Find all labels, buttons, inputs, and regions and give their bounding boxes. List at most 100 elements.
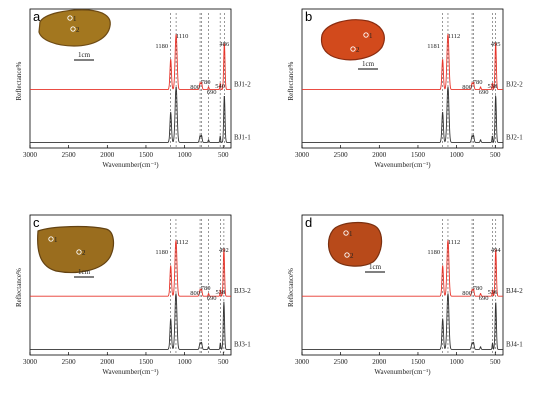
sample-spot <box>48 236 54 242</box>
stone-photo: 12 <box>327 221 383 267</box>
x-tick-label: 1500 <box>411 358 426 366</box>
peak-label: 800 <box>190 290 200 297</box>
y-axis-label: Reflectance% <box>15 61 23 100</box>
y-axis-label: Reflectance% <box>15 268 23 307</box>
peak-label: 780 <box>473 79 483 86</box>
spot-label: 2 <box>82 249 86 257</box>
x-axis-label: Wavenumber(cm⁻¹) <box>374 161 431 169</box>
scale-bar-label: 1cm <box>369 263 382 271</box>
x-tick-label: 3000 <box>23 151 38 159</box>
x-tick-label: 500 <box>490 151 501 159</box>
x-tick-label: 1000 <box>178 358 193 366</box>
stone-shape <box>320 19 385 61</box>
y-axis-label: Reflectance% <box>287 268 295 307</box>
peak-label: 1180 <box>427 249 440 256</box>
peak-label: 538 <box>215 289 225 296</box>
spot-label: 1 <box>349 230 353 238</box>
peak-label: 1181 <box>427 43 440 50</box>
x-tick-label: 3000 <box>295 358 310 366</box>
spot-label: 2 <box>350 252 354 260</box>
peak-label: 690 <box>207 295 217 302</box>
x-tick-label: 1500 <box>139 358 154 366</box>
stone-photo: 12 <box>38 9 111 47</box>
peak-label: 1180 <box>155 249 168 256</box>
peak-label: 536 <box>488 289 499 296</box>
peak-label: 494 <box>491 247 502 254</box>
series-label: BJ1-2 <box>234 81 251 89</box>
peak-label: 540 <box>215 83 225 90</box>
stone-photo: 12 <box>37 225 115 274</box>
spot-label: 1 <box>54 236 58 244</box>
peak-label: 486 <box>219 41 230 48</box>
sample-spot <box>350 46 356 52</box>
peak-label: 690 <box>479 295 489 302</box>
stone-photo: 12 <box>320 19 385 61</box>
x-tick-label: 1500 <box>411 151 426 159</box>
peak-label: 492 <box>219 247 229 254</box>
peak-label: 1112 <box>448 239 461 246</box>
spot-label: 2 <box>356 46 360 54</box>
x-tick-label: 1000 <box>450 151 465 159</box>
series-line-BJ4-1 <box>302 293 503 350</box>
x-tick-label: 2500 <box>62 151 77 159</box>
x-tick-label: 2000 <box>100 358 115 366</box>
peak-label: 1180 <box>155 43 168 50</box>
scale-bar-label: 1cm <box>78 51 91 59</box>
x-tick-label: 2000 <box>372 151 387 159</box>
panel-letter: d <box>305 215 312 230</box>
series-line-BJ2-2 <box>302 33 503 91</box>
peak-label: 1112 <box>448 33 461 40</box>
series-label: BJ2-2 <box>506 81 523 89</box>
scale-bar-label: 1cm <box>78 268 91 276</box>
sample-spot <box>363 32 369 38</box>
x-tick-label: 500 <box>218 358 229 366</box>
sample-spot <box>344 252 350 258</box>
panel-letter: a <box>33 9 41 24</box>
peak-label: 538 <box>487 83 497 90</box>
panel-b: b Reflectance% 3000 2500 2000 1500 1000 500 Wave… <box>287 8 523 169</box>
series-label: BJ4-2 <box>506 287 523 295</box>
panel-letter: c <box>33 215 40 230</box>
x-tick-label: 1000 <box>450 358 465 366</box>
peak-label: 1112 <box>176 239 189 246</box>
plot-frame <box>301 8 504 149</box>
series-label: BJ2-1 <box>506 133 523 141</box>
scale-bar-label: 1cm <box>362 60 375 68</box>
x-tick-label: 1500 <box>139 151 154 159</box>
peak-label: 690 <box>479 89 489 96</box>
sample-spot <box>67 15 73 21</box>
sample-spot <box>76 249 82 255</box>
x-tick-label: 2500 <box>334 358 349 366</box>
panel-a: a Reflectance% 3000 2500 2000 1500 1000 500 Wave… <box>15 8 251 169</box>
peak-label: 1110 <box>176 33 189 40</box>
sample-spot <box>70 26 76 32</box>
spot-label: 1 <box>369 32 373 40</box>
y-axis-label: Reflectance% <box>287 61 295 100</box>
series-label: BJ4-1 <box>506 340 523 348</box>
panel-d: d Reflectance% 3000 2500 2000 1500 1000 500 Wave… <box>287 214 523 376</box>
peak-label: 800 <box>190 84 200 91</box>
peak-label: 800 <box>462 290 472 297</box>
peak-label: 780 <box>473 285 483 292</box>
x-tick-label: 1000 <box>178 151 193 159</box>
x-axis-label: Wavenumber(cm⁻¹) <box>102 368 159 376</box>
peak-label: 800 <box>462 84 472 91</box>
peak-label: 780 <box>201 79 211 86</box>
x-tick-label: 2500 <box>62 358 77 366</box>
x-tick-label: 2000 <box>372 358 387 366</box>
series-line-BJ4-2 <box>302 240 503 297</box>
plot-frame <box>29 8 232 149</box>
spot-label: 2 <box>76 26 80 34</box>
series-label: BJ1-1 <box>234 133 251 141</box>
sample-spot <box>343 230 349 236</box>
series-line-BJ2-1 <box>302 86 503 144</box>
x-tick-label: 3000 <box>23 358 38 366</box>
series-line-BJ3-1 <box>30 293 231 350</box>
peak-label: 495 <box>491 41 501 48</box>
panel-letter: b <box>305 9 312 24</box>
x-axis-label: Wavenumber(cm⁻¹) <box>102 161 159 169</box>
series-line-BJ1-1 <box>30 87 231 143</box>
peak-label: 690 <box>207 89 217 96</box>
x-tick-label: 500 <box>490 358 501 366</box>
